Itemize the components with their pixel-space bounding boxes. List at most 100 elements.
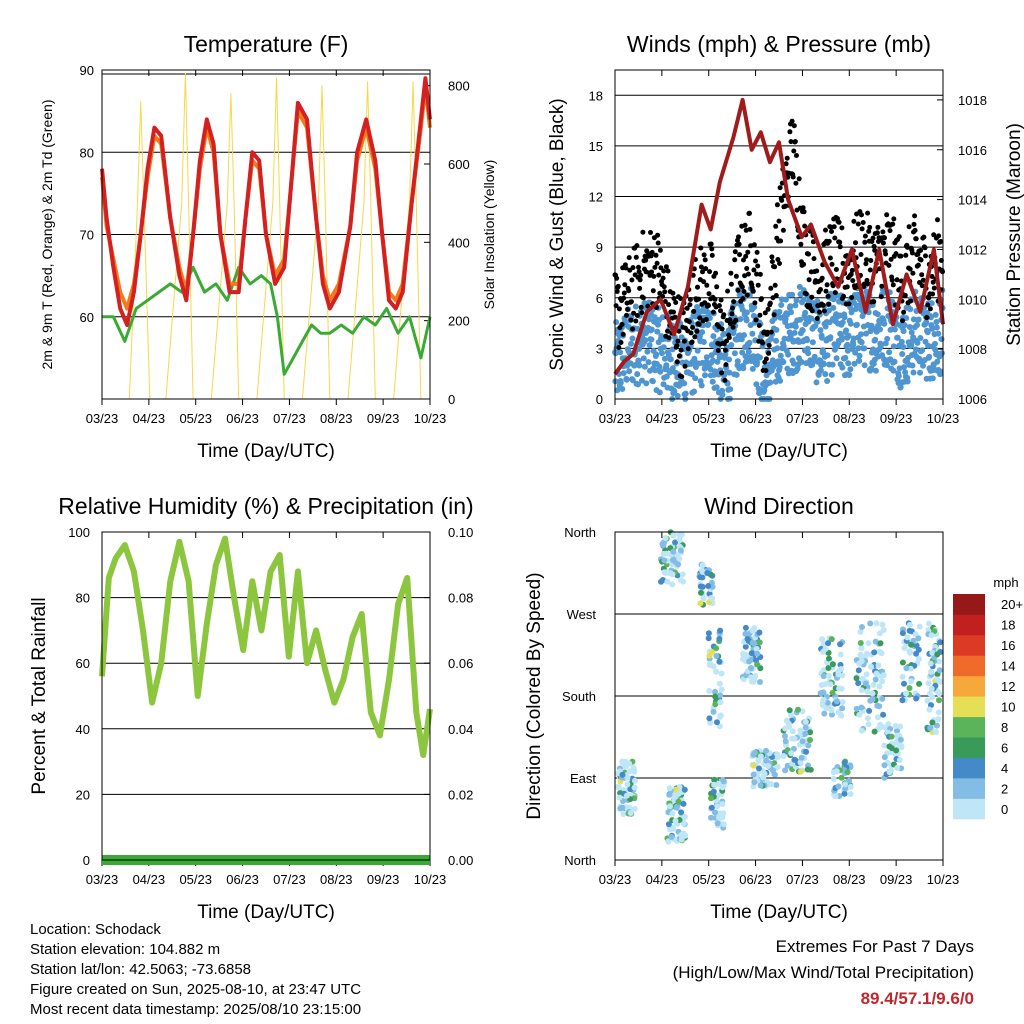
x-tick-label: 10/23 bbox=[414, 872, 447, 887]
direction-point bbox=[713, 653, 720, 659]
direction-point bbox=[855, 680, 862, 687]
direction-point bbox=[742, 630, 749, 637]
wind-point bbox=[850, 341, 857, 348]
wind-point bbox=[642, 337, 649, 344]
gust-point bbox=[628, 299, 634, 305]
direction-point bbox=[827, 681, 834, 688]
gust-point bbox=[634, 313, 640, 318]
direction-point bbox=[678, 832, 685, 838]
x-tick-label: 06/23 bbox=[739, 872, 772, 887]
x-tick-label: 08/23 bbox=[833, 411, 866, 426]
gust-point bbox=[836, 219, 842, 225]
gust-point bbox=[621, 290, 627, 296]
wind-point bbox=[882, 340, 889, 347]
gust-point bbox=[630, 265, 636, 271]
wind-point bbox=[681, 380, 688, 387]
y-tick-label: 80 bbox=[80, 145, 94, 160]
gust-point bbox=[704, 282, 710, 288]
direction-point bbox=[754, 650, 761, 657]
x-tick-label: 04/23 bbox=[646, 872, 679, 887]
direction-point bbox=[826, 655, 832, 662]
direction-point bbox=[790, 745, 797, 752]
gust-point bbox=[884, 212, 890, 218]
gust-point bbox=[654, 260, 660, 266]
wind-point bbox=[623, 376, 630, 383]
colorbar-swatch bbox=[953, 675, 985, 697]
wind-point bbox=[856, 357, 863, 364]
gust-point bbox=[837, 244, 843, 250]
direction-point bbox=[844, 769, 851, 776]
wind-point bbox=[726, 369, 733, 376]
gust-point bbox=[744, 266, 750, 271]
gust-point bbox=[912, 213, 918, 219]
gust-point bbox=[747, 226, 753, 232]
direction-point bbox=[710, 788, 717, 795]
station-latlon: Station lat/lon: 42.5063; -73.6858 bbox=[30, 961, 252, 978]
direction-point bbox=[864, 688, 871, 695]
gust-point bbox=[760, 340, 766, 346]
direction-point bbox=[853, 705, 860, 712]
colorbar-swatch bbox=[953, 634, 985, 656]
direction-point bbox=[795, 706, 801, 713]
wind-point bbox=[924, 329, 931, 336]
wind-point bbox=[798, 359, 805, 365]
x-axis-label: Time (Day/UTC) bbox=[197, 902, 335, 923]
direction-point bbox=[936, 690, 943, 697]
gust-point bbox=[753, 317, 759, 323]
gust-point bbox=[634, 243, 640, 249]
gust-point bbox=[927, 306, 933, 312]
direction-point bbox=[846, 777, 852, 784]
direction-point bbox=[714, 803, 721, 810]
direction-point bbox=[740, 651, 747, 657]
direction-point bbox=[933, 729, 940, 735]
direction-point bbox=[765, 762, 772, 769]
y-tick-label: 6 bbox=[596, 291, 603, 306]
direction-point bbox=[680, 800, 687, 807]
series-relative-humidity bbox=[99, 535, 433, 758]
gust-point bbox=[803, 291, 809, 297]
direction-point bbox=[712, 693, 719, 700]
direction-point bbox=[936, 697, 942, 704]
gust-point bbox=[776, 218, 782, 224]
wind-point bbox=[938, 350, 945, 357]
direction-point bbox=[831, 791, 838, 798]
direction-point bbox=[829, 661, 836, 668]
y2-tick-label: 200 bbox=[448, 314, 470, 329]
direction-point bbox=[670, 825, 677, 832]
x-tick-label: 07/23 bbox=[786, 411, 819, 426]
gust-point bbox=[900, 318, 905, 324]
gust-point bbox=[625, 306, 631, 312]
direction-point bbox=[899, 659, 906, 666]
x-tick-label: 09/23 bbox=[880, 411, 913, 426]
direction-point bbox=[927, 725, 934, 731]
direction-point bbox=[674, 803, 680, 810]
wind-point bbox=[928, 300, 935, 307]
gust-point bbox=[886, 262, 892, 268]
gust-point bbox=[890, 282, 896, 288]
direction-point bbox=[864, 715, 871, 722]
direction-point bbox=[865, 721, 872, 728]
wind-point bbox=[721, 330, 728, 337]
gust-point bbox=[643, 257, 649, 263]
x-tick-label: 09/23 bbox=[367, 411, 400, 426]
gust-point bbox=[910, 270, 916, 276]
direction-point bbox=[881, 742, 888, 749]
direction-point bbox=[901, 645, 908, 651]
direction-point bbox=[679, 571, 686, 578]
direction-point bbox=[825, 640, 832, 647]
direction-point bbox=[626, 768, 633, 775]
series-2m-td bbox=[102, 265, 432, 376]
direction-point bbox=[874, 714, 881, 721]
wind-point bbox=[736, 291, 743, 298]
gust-point bbox=[911, 221, 917, 227]
gust-point bbox=[921, 234, 927, 240]
gust-point bbox=[925, 302, 931, 308]
wind-point bbox=[913, 346, 919, 353]
gust-point bbox=[661, 284, 667, 290]
direction-point bbox=[913, 695, 920, 702]
wind-point bbox=[743, 309, 750, 316]
wind-point bbox=[659, 314, 666, 321]
x-axis-label: Time (Day/UTC) bbox=[710, 902, 848, 923]
direction-point bbox=[820, 648, 827, 655]
gust-point bbox=[901, 309, 907, 315]
